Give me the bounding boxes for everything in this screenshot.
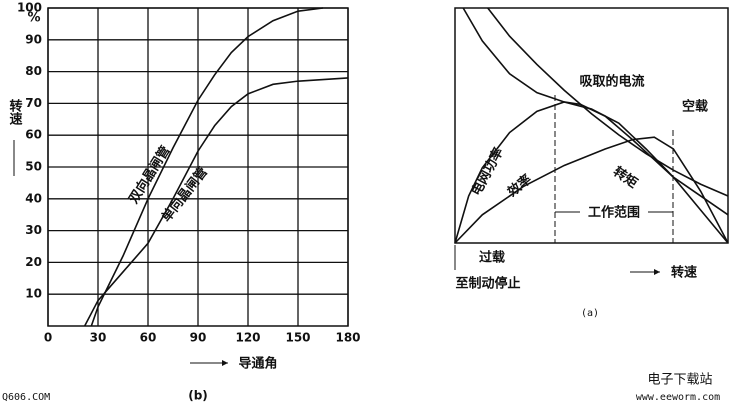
arrow-head — [654, 269, 660, 275]
line — [454, 136, 729, 244]
watermark: Q606.COM — [2, 392, 50, 403]
y-tick-label: 90 — [25, 32, 42, 46]
annotation: 过载 — [479, 250, 505, 266]
annotation: 至制动停止 — [455, 276, 520, 292]
series-label: 转矩 — [610, 164, 640, 192]
y-axis-label: 转速 — [7, 98, 23, 126]
line — [462, 7, 729, 244]
arrow-head — [222, 360, 228, 366]
y-unit: % — [27, 11, 40, 26]
watermark: www.eeworm.com — [636, 392, 720, 403]
annotation: 空载 — [682, 99, 708, 115]
x-tick-label: 90 — [190, 331, 207, 345]
caption: (a) — [581, 308, 599, 319]
y-tick-label: 30 — [25, 223, 42, 237]
x-tick-label: 120 — [235, 331, 260, 345]
line — [487, 7, 729, 197]
x-tick-label: 30 — [90, 331, 107, 345]
y-tick-label: 10 — [25, 287, 42, 301]
y-tick-label: 80 — [25, 64, 42, 78]
x-axis-label: 转速 — [671, 265, 697, 281]
line — [83, 77, 349, 327]
x-tick-label: 180 — [335, 331, 360, 345]
watermark: 电子下载站 — [647, 373, 712, 388]
annotation: 工作范围 — [588, 205, 640, 221]
x-tick-label: 60 — [140, 331, 157, 345]
series-label: 单向晶闸管 — [158, 164, 211, 225]
y-tick-label: 100 — [17, 1, 42, 15]
y-tick-label: 60 — [25, 128, 42, 142]
y-tick-label: 40 — [25, 191, 42, 205]
plot-frame — [454, 7, 729, 244]
y-tick-label: 20 — [25, 255, 42, 269]
series-label: 电网功率 — [468, 145, 507, 198]
y-tick-label: 50 — [25, 160, 42, 174]
caption: (b) — [188, 389, 208, 403]
series-label: 吸取的电流 — [579, 74, 644, 90]
x-tick-label: 150 — [285, 331, 310, 345]
line — [90, 7, 324, 327]
x-axis-label: 导通角 — [238, 356, 277, 372]
x-tick-label: 0 — [44, 331, 52, 345]
y-tick-label: 70 — [25, 96, 42, 110]
